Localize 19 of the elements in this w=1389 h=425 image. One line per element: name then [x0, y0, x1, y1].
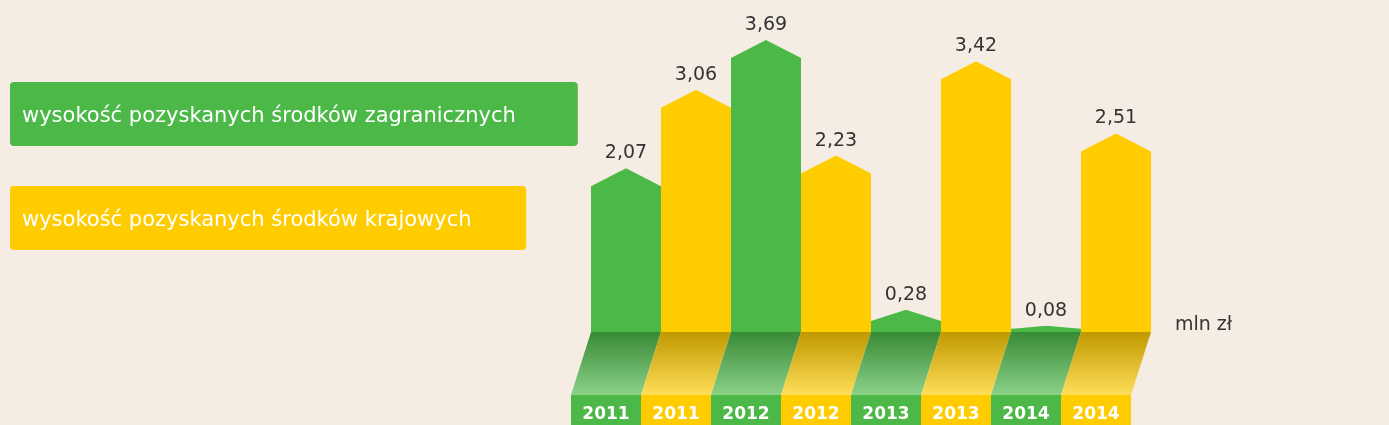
data-label: 3,06 — [674, 61, 718, 84]
text: wysokość pozyskanych środków zagranicznych — [22, 103, 516, 127]
data-label: 3,42 — [954, 33, 998, 56]
data-label: 2,23 — [814, 127, 858, 150]
data-label: 3,69 — [744, 12, 788, 34]
x-tick-label: 2014 — [1002, 403, 1050, 423]
data-label: 2,07 — [604, 140, 648, 163]
text: mln zł — [1175, 312, 1233, 334]
data-label: 0,08 — [1024, 297, 1068, 320]
x-tick-label: 2011 — [652, 403, 700, 423]
x-tick-label: 2012 — [722, 403, 770, 423]
x-tick-label: 2013 — [932, 403, 980, 423]
text: wysokość pozyskanych środków krajowych — [22, 207, 472, 231]
x-tick-label: 2014 — [1072, 403, 1120, 423]
data-label: 0,28 — [884, 281, 928, 304]
data-label: 2,51 — [1094, 105, 1138, 128]
x-tick-label: 2012 — [792, 403, 840, 423]
x-tick-label: 2013 — [862, 403, 910, 423]
x-tick-label: 2011 — [582, 403, 630, 423]
